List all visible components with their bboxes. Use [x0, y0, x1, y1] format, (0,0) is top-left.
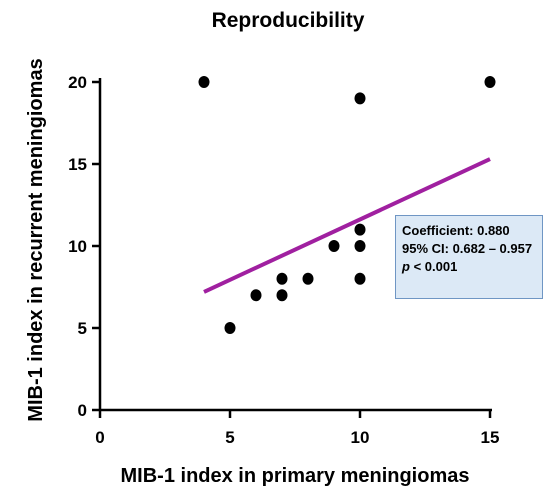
y-axis-ticks: 0 5 10 15 20 [68, 73, 100, 420]
data-point [276, 289, 288, 302]
data-point [484, 76, 496, 88]
data-point [354, 272, 366, 285]
statistics-annotation-box: Coefficient: 0.880 95% CI: 0.682 – 0.957… [395, 215, 543, 299]
confidence-interval-text: 95% CI: 0.682 – 0.957 [402, 241, 533, 256]
y-tick-label: 10 [68, 237, 87, 256]
p-value-text: p < 0.001 [402, 258, 536, 276]
data-point [302, 272, 314, 285]
chart-title: Reproducibility [212, 9, 365, 32]
y-axis-label: MIB-1 index in recurrent meningiomas [25, 58, 47, 421]
data-point [224, 322, 236, 334]
coefficient-text: Coefficient: 0.880 [402, 223, 510, 238]
p-value-threshold: < 0.001 [409, 259, 458, 274]
x-tick-label: 15 [481, 428, 500, 447]
data-point [276, 272, 288, 285]
x-tick-label: 5 [225, 428, 234, 447]
y-tick-label: 15 [68, 155, 87, 174]
x-axis-label: MIB-1 index in primary meningiomas [121, 465, 470, 487]
p-value-symbol: p [402, 259, 410, 274]
data-point [354, 240, 366, 252]
data-point [354, 92, 366, 105]
regression-line [203, 157, 491, 294]
x-tick-label: 10 [351, 428, 370, 447]
data-point [328, 240, 340, 252]
y-tick-label: 5 [78, 319, 87, 338]
x-axis-ticks: 0 5 10 15 [95, 410, 499, 447]
data-point [354, 223, 366, 236]
data-points [198, 76, 496, 334]
data-point [250, 289, 262, 302]
data-point [198, 76, 210, 88]
y-tick-label: 20 [68, 73, 87, 92]
x-tick-label: 0 [95, 428, 104, 447]
y-tick-label: 0 [78, 401, 87, 420]
